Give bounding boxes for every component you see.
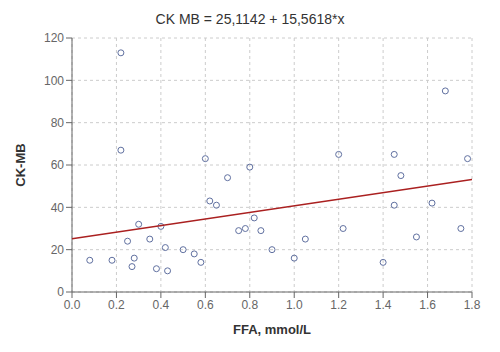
svg-text:20: 20 (51, 243, 65, 257)
html-text:CK MB = 25,1142 + 15,5618*x: CK MB = 25,1142 + 15,5618*x (155, 11, 345, 27)
svg-text:0.4: 0.4 (153, 298, 170, 312)
svg-text:120: 120 (44, 31, 64, 45)
svg-text:60: 60 (51, 158, 65, 172)
svg-text:CK-MB: CK-MB (13, 143, 28, 186)
svg-text:0.6: 0.6 (197, 298, 214, 312)
svg-text:1.0: 1.0 (286, 298, 303, 312)
svg-text:0: 0 (57, 285, 64, 299)
svg-text:1.8: 1.8 (464, 298, 481, 312)
svg-text:0.0: 0.0 (64, 298, 81, 312)
svg-text:1.4: 1.4 (375, 298, 392, 312)
svg-text:FFA, mmol/L: FFA, mmol/L (233, 322, 311, 337)
svg-text:80: 80 (51, 116, 65, 130)
svg-text:0.8: 0.8 (241, 298, 258, 312)
svg-text:1.2: 1.2 (330, 298, 347, 312)
svg-text:100: 100 (44, 74, 64, 88)
svg-text:1.6: 1.6 (419, 298, 436, 312)
svg-text:0.2: 0.2 (108, 298, 125, 312)
svg-text:40: 40 (51, 201, 65, 215)
